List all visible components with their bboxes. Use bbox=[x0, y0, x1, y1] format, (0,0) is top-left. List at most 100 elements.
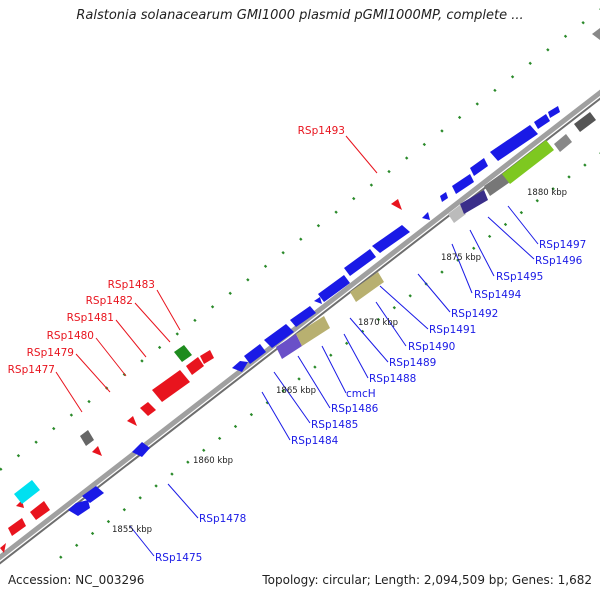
gene-reverse bbox=[290, 306, 316, 327]
accession-label: Accession: NC_003296 bbox=[8, 573, 145, 587]
gene-reverse bbox=[344, 249, 376, 276]
gene-reverse bbox=[244, 344, 266, 364]
gene-cyan bbox=[14, 480, 40, 504]
tick-mark bbox=[90, 531, 95, 536]
gene-olive bbox=[296, 316, 330, 346]
tick-mark bbox=[154, 484, 158, 488]
gene-reverse bbox=[132, 442, 150, 457]
tick-mark bbox=[440, 270, 444, 274]
tick-mark bbox=[193, 318, 197, 323]
tick-mark bbox=[344, 341, 349, 346]
gene-label: RSp1490 bbox=[408, 341, 455, 353]
gene-lime bbox=[502, 140, 554, 184]
tick-mark bbox=[581, 21, 585, 25]
tick-mark bbox=[175, 332, 179, 336]
scale-label: 1855 kbp bbox=[112, 525, 152, 535]
tick-mark bbox=[281, 389, 285, 393]
tick-mark bbox=[52, 426, 56, 431]
tick-mark bbox=[16, 453, 21, 458]
other-features bbox=[14, 28, 600, 504]
tick-mark bbox=[246, 278, 250, 282]
tick-mark bbox=[59, 555, 63, 559]
tick-mark bbox=[34, 440, 38, 444]
tick-mark bbox=[74, 543, 79, 548]
gene-label: RSp1483 bbox=[108, 279, 155, 291]
gene-reverse bbox=[68, 500, 90, 516]
tick-mark bbox=[122, 507, 127, 512]
tick-mark bbox=[316, 223, 321, 228]
tick-mark bbox=[0, 467, 3, 471]
gene-forward bbox=[186, 357, 204, 375]
tick-mark bbox=[210, 305, 215, 309]
backbone-outer bbox=[0, 89, 600, 561]
gene-grey bbox=[592, 28, 600, 40]
gene-label: RSp1481 bbox=[67, 312, 114, 324]
tick-mark bbox=[519, 210, 524, 215]
tick-mark bbox=[299, 237, 303, 241]
gene-labels-reverse: RSp1497 RSp1496 RSp1495 RSp1494 RSp1492 … bbox=[155, 239, 586, 564]
gene-grey bbox=[554, 134, 572, 152]
tick-mark bbox=[472, 246, 476, 250]
gene-label: RSp1477 bbox=[8, 364, 55, 376]
gene-label: RSp1482 bbox=[86, 295, 133, 307]
gene-label: RSp1495 bbox=[496, 271, 543, 283]
reverse-genes bbox=[68, 106, 560, 516]
gene-forward bbox=[200, 350, 214, 364]
gene-reverse bbox=[452, 174, 474, 194]
tick-mark bbox=[567, 175, 571, 179]
tick-mark bbox=[510, 75, 515, 79]
gene-reverse bbox=[264, 324, 294, 348]
tick-mark bbox=[297, 377, 301, 381]
tick-mark bbox=[233, 424, 238, 429]
tick-mark bbox=[138, 496, 142, 500]
scale-label: 1880 kbp bbox=[527, 188, 567, 198]
tick-mark bbox=[440, 129, 444, 133]
tick-mark bbox=[583, 163, 587, 167]
tick-mark bbox=[457, 115, 462, 120]
gene-label: cmcH bbox=[346, 388, 376, 400]
gene-label: RSp1492 bbox=[451, 308, 498, 320]
map-title: Ralstonia solanacearum GMI1000 plasmid p… bbox=[76, 8, 524, 23]
tick-mark bbox=[376, 317, 381, 322]
gene-label: RSp1489 bbox=[389, 357, 436, 369]
gene-forward bbox=[92, 446, 102, 456]
gene-purple bbox=[276, 334, 302, 359]
tick-mark bbox=[546, 48, 550, 52]
gene-label: RSp1493 bbox=[298, 125, 345, 137]
gene-reverse bbox=[318, 275, 350, 302]
gene-reverse bbox=[372, 225, 410, 253]
gene-label: RSp1494 bbox=[474, 289, 522, 301]
gene-grey bbox=[448, 205, 466, 223]
tick-mark bbox=[528, 61, 532, 66]
gene-labels-forward: RSp1493 RSp1483 RSp1482 RSp1481 RSp1480 … bbox=[8, 125, 345, 376]
tick-mark bbox=[313, 365, 317, 369]
gene-grey bbox=[80, 430, 94, 446]
gene-grey bbox=[484, 172, 510, 196]
gene-reverse bbox=[548, 106, 560, 118]
gene-reverse bbox=[534, 114, 550, 129]
gene-reverse bbox=[422, 212, 430, 220]
gene-green bbox=[174, 345, 192, 362]
gene-reverse bbox=[314, 297, 322, 304]
tick-mark bbox=[475, 102, 479, 106]
tick-track-inner bbox=[59, 152, 600, 559]
tick-mark bbox=[69, 413, 74, 417]
tick-mark bbox=[228, 291, 232, 296]
scale-label: 1870 kbp bbox=[358, 318, 398, 328]
scale-label: 1860 kbp bbox=[193, 456, 233, 466]
tick-mark bbox=[387, 169, 391, 174]
gene-label: RSp1479 bbox=[27, 347, 74, 359]
tick-mark bbox=[503, 222, 508, 227]
forward-genes bbox=[0, 199, 402, 553]
tick-mark bbox=[186, 460, 190, 464]
gene-forward bbox=[152, 370, 190, 402]
scale-labels: 1855 kbp 1860 kbp 1865 kbp 1870 kbp 1875… bbox=[112, 188, 567, 535]
gene-forward bbox=[30, 501, 50, 520]
gene-forward bbox=[8, 518, 26, 536]
gene-forward bbox=[391, 199, 402, 210]
gene-olive bbox=[350, 272, 384, 302]
gene-navy bbox=[460, 190, 488, 214]
tick-mark bbox=[487, 234, 492, 239]
gene-forward bbox=[127, 416, 137, 426]
